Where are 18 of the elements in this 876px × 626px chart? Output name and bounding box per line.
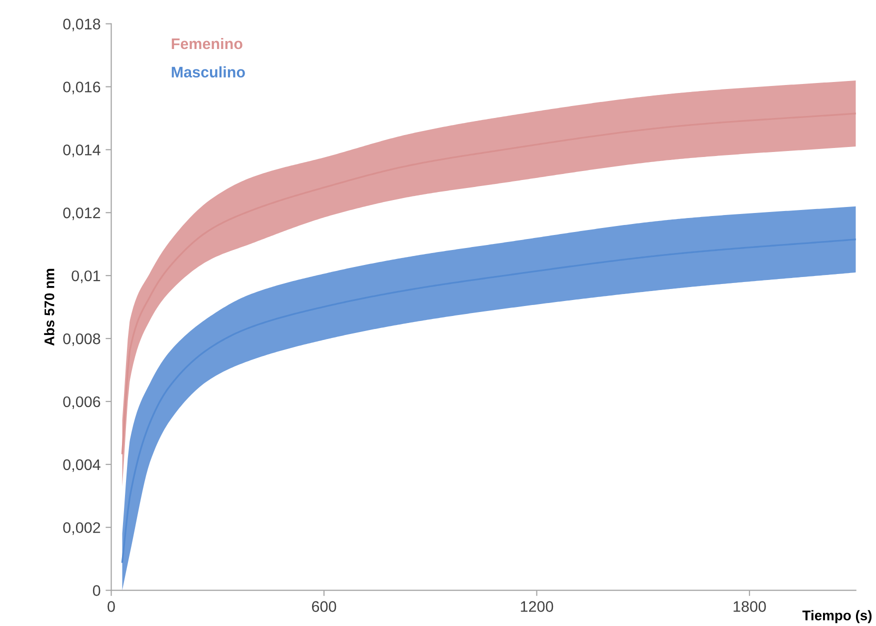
y-tick-label: 0,014 bbox=[63, 144, 100, 158]
y-tick-label: 0,018 bbox=[63, 18, 100, 32]
x-tick-label: 1800 bbox=[734, 601, 766, 612]
x-tick-label: 600 bbox=[312, 601, 336, 612]
x-tick-label: 1200 bbox=[520, 601, 554, 612]
text: Masculino bbox=[172, 66, 245, 78]
y-axis-title: Abs 570 nm bbox=[44, 268, 54, 346]
y-tick-label: 0,004 bbox=[63, 459, 100, 472]
x-axis-title: Tiempo (s) bbox=[802, 610, 872, 624]
y-tick-label: 0,016 bbox=[63, 82, 100, 94]
y-tick-label: 0,01 bbox=[72, 270, 100, 284]
y-tick-label: 0,008 bbox=[63, 333, 100, 346]
x-tick-label: 0 bbox=[108, 601, 115, 612]
y-tick-label: 0,002 bbox=[63, 522, 100, 535]
y-tick-label: 0,012 bbox=[63, 208, 100, 220]
text: Femenino bbox=[172, 38, 242, 50]
y-tick-label: 0,006 bbox=[63, 396, 100, 409]
y-tick-label: 0 bbox=[92, 585, 100, 596]
